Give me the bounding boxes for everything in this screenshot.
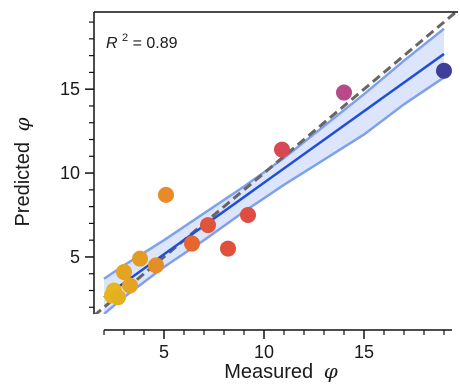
fit-line <box>103 52 445 299</box>
y-axis-title-symbol: φ <box>10 117 34 131</box>
text-layer: R 2 = 0.89 Measured φ Predicted φ <box>10 28 338 383</box>
x-axis-title: Measured φ <box>224 359 338 383</box>
y-tick-label: 5 <box>70 247 80 267</box>
x-tick-label: 5 <box>159 342 169 362</box>
data-point-14 <box>336 84 352 101</box>
x-tick-label: 10 <box>254 342 274 362</box>
x-axis-title-symbol: φ <box>324 359 338 383</box>
identity-line <box>94 12 458 314</box>
r-squared-value: = 0.89 <box>133 35 178 52</box>
data-point-10 <box>200 217 216 234</box>
data-point-13 <box>274 141 290 158</box>
data-point-7 <box>148 257 164 274</box>
x-tick-label: 15 <box>354 342 374 362</box>
data-point-9 <box>184 235 200 252</box>
lines-layer <box>94 12 458 314</box>
data-point-6 <box>132 250 148 267</box>
points-layer <box>104 62 452 306</box>
y-axis-title: Predicted φ <box>10 117 34 226</box>
confidence-lower-line <box>103 76 445 314</box>
y-tick-label: 10 <box>60 163 80 183</box>
x-axis-title-text: Measured <box>224 361 313 383</box>
y-tick-label: 15 <box>60 79 80 99</box>
data-point-5 <box>122 277 138 294</box>
r-squared-annotation: R 2 = 0.89 <box>106 28 178 52</box>
plot-frame <box>93 11 458 331</box>
data-point-12 <box>240 207 256 224</box>
y-axis-title-text: Predicted <box>12 142 34 227</box>
data-point-8 <box>158 186 174 203</box>
data-point-15 <box>436 62 452 79</box>
data-point-11 <box>220 240 236 257</box>
ticks-layer: 5 10 15 5 10 15 <box>60 21 445 362</box>
data-point-4 <box>116 264 132 281</box>
r-squared-symbol: R <box>106 35 118 52</box>
data-point-3 <box>110 289 126 306</box>
confidence-upper-line <box>103 27 445 280</box>
r-squared-exponent: 2 <box>122 32 128 44</box>
